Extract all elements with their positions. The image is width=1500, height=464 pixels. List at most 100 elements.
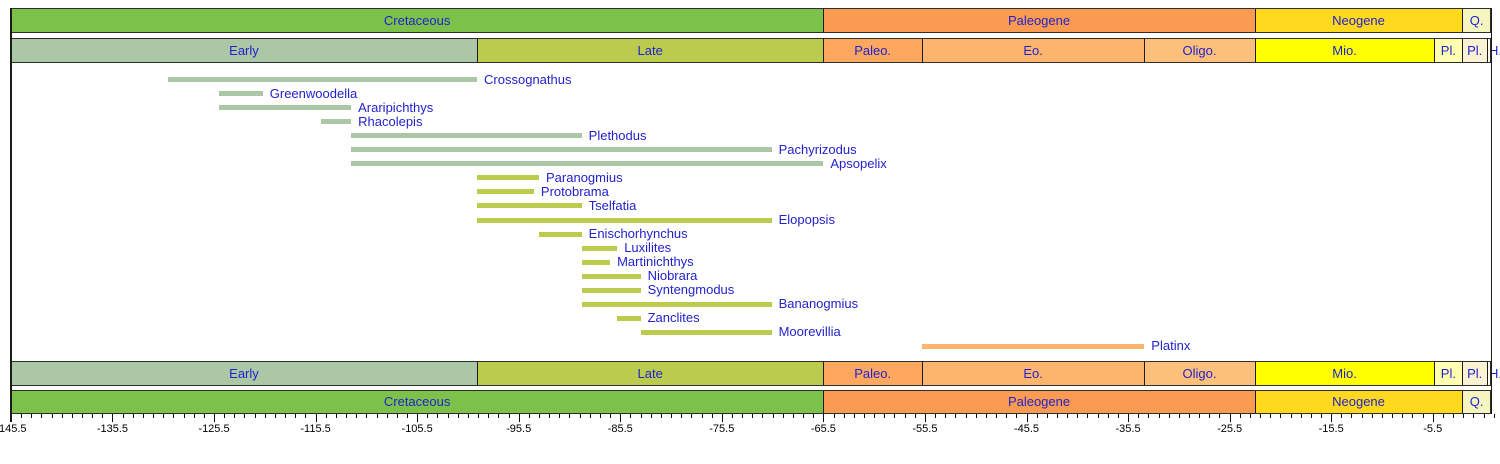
axis-tick-label: -135.5	[96, 423, 129, 435]
period-band-separator	[1462, 390, 1464, 414]
taxon-label-martinichthys[interactable]: Martinichthys	[617, 254, 694, 270]
epoch-band-separator	[1462, 361, 1464, 386]
range-bar-niobrara	[581, 273, 641, 279]
epoch-band-label-bottom: Pl.	[1467, 366, 1483, 381]
axis-major-tick	[924, 414, 926, 422]
axis-minor-tick	[935, 414, 937, 418]
taxon-label-pachyrizodus[interactable]: Pachyrizodus	[778, 141, 857, 157]
axis-minor-tick	[660, 414, 662, 418]
period-band-cretaceous-bottom	[10, 390, 824, 414]
taxon-label-moorevillia[interactable]: Moorevillia	[778, 324, 841, 340]
range-bar-platinx	[921, 343, 1145, 349]
taxon-label-protobrama[interactable]: Protobrama	[540, 183, 609, 199]
taxon-label-platinx[interactable]: Platinx	[1151, 338, 1191, 354]
axis-minor-tick	[1148, 414, 1150, 418]
period-band-label-top: Q.	[1469, 13, 1484, 28]
axis-minor-tick	[589, 414, 591, 418]
period-band-separator	[1254, 390, 1256, 414]
period-band-q-bottom	[1462, 390, 1491, 414]
axis-tick-label: -115.5	[300, 423, 331, 435]
epoch-band-oligo-bottom	[1144, 361, 1255, 386]
range-bar-rhacolepis	[320, 119, 352, 125]
period-band-label-bottom: Q.	[1469, 394, 1484, 409]
taxon-label-zanclites[interactable]: Zanclites	[647, 310, 700, 326]
taxon-label-niobrara[interactable]: Niobrara	[647, 268, 698, 284]
axis-minor-tick	[559, 414, 561, 418]
epoch-band-paleo-bottom	[823, 361, 922, 386]
axis-minor-tick	[1341, 414, 1343, 418]
taxon-label-greenwoodella[interactable]: Greenwoodella	[269, 85, 358, 101]
taxon-label-elopopsis[interactable]: Elopopsis	[778, 212, 835, 227]
taxon-label-plethodus[interactable]: Plethodus	[588, 127, 647, 143]
axis-minor-tick	[467, 414, 469, 418]
chart-left-border	[10, 8, 12, 422]
range-bar-syntengmodus	[581, 287, 641, 293]
epoch-band-early-bottom	[10, 361, 478, 386]
axis-minor-tick	[1412, 414, 1414, 418]
axis-minor-tick	[752, 414, 754, 418]
epoch-band-label-bottom: Early	[229, 366, 259, 381]
taxon-label-bananogmius[interactable]: Bananogmius	[778, 296, 859, 312]
range-bar-plethodus	[351, 133, 582, 139]
axis-minor-tick	[610, 414, 612, 418]
axis-minor-tick	[864, 414, 865, 418]
axis-minor-tick	[762, 414, 764, 418]
period-band-paleogene-top	[823, 8, 1255, 33]
axis-tick-label: -45.5	[1013, 423, 1040, 435]
epoch-band-separator	[921, 361, 923, 386]
taxon-label-apsopelix[interactable]: Apsopelix	[830, 155, 887, 171]
axis-major-tick	[1331, 414, 1333, 422]
taxon-label-enischorhynchus[interactable]: Enischorhynchus	[588, 226, 688, 242]
axis-minor-tick	[122, 414, 124, 418]
axis-minor-tick	[457, 414, 459, 418]
axis-minor-tick	[1260, 414, 1262, 418]
axis-minor-tick	[1483, 414, 1485, 418]
axis-minor-tick	[1321, 414, 1323, 418]
epoch-band-pl-top	[1434, 38, 1463, 63]
period-band-q-top	[1462, 8, 1491, 33]
range-bar-crossognathus	[168, 77, 478, 82]
range-bar-paranogmius	[477, 175, 539, 181]
epoch-band-oligo-top	[1144, 38, 1255, 63]
epoch-band-separator	[1144, 361, 1146, 386]
axis-tick-label: -25.5	[1217, 423, 1243, 435]
axis-tick-label: -35.5	[1115, 423, 1141, 435]
axis-minor-tick	[965, 414, 967, 418]
axis-minor-tick	[833, 414, 835, 418]
axis-minor-tick	[711, 414, 713, 418]
axis-minor-tick	[1036, 414, 1038, 418]
epoch-band-paleo-top	[823, 38, 922, 63]
taxon-label-rhacolepis[interactable]: Rhacolepis	[358, 113, 423, 129]
axis-minor-tick	[224, 414, 226, 418]
axis-minor-tick	[1087, 414, 1089, 418]
epoch-band-separator	[1487, 361, 1488, 386]
range-bar-protobrama	[477, 189, 534, 195]
axis-major-tick	[1128, 414, 1130, 422]
axis-minor-tick	[1270, 414, 1272, 418]
axis-minor-tick	[386, 414, 388, 418]
taxon-label-crossognathus[interactable]: Crossognathus	[484, 71, 572, 87]
period-band-neogene-top	[1254, 8, 1463, 33]
axis-major-tick	[112, 414, 114, 422]
taxon-label-paranogmius[interactable]: Paranogmius	[546, 169, 623, 185]
axis-minor-tick	[1361, 414, 1363, 418]
epoch-band-label-bottom: Oligo.	[1182, 366, 1217, 381]
epoch-band-label-bottom: Eo.	[1023, 366, 1043, 381]
taxon-label-luxilites[interactable]: Luxilites	[624, 240, 672, 256]
epoch-band-label-top: Pl.	[1440, 43, 1456, 58]
epoch-band-label-top: Early	[229, 43, 259, 58]
axis-tick-label: -55.5	[912, 423, 938, 435]
axis-tick-label: -105.5	[401, 423, 433, 435]
taxon-label-tselfatia[interactable]: Tselfatia	[588, 197, 637, 213]
epoch-band-pl-bottom	[1462, 361, 1487, 386]
axis-minor-tick	[488, 414, 490, 418]
taxon-label-araripichthys[interactable]: Araripichthys	[358, 99, 434, 115]
axis-minor-tick	[1381, 414, 1383, 418]
period-band-label-top: Cretaceous	[383, 13, 451, 28]
epoch-band-separator	[1462, 38, 1464, 63]
axis-tick-label: -85.5	[607, 423, 633, 435]
axis-minor-tick	[985, 414, 987, 418]
range-bar-tselfatia	[477, 203, 582, 209]
taxon-label-syntengmodus[interactable]: Syntengmodus	[647, 282, 735, 298]
period-band-label-top: Paleogene	[1007, 13, 1071, 28]
